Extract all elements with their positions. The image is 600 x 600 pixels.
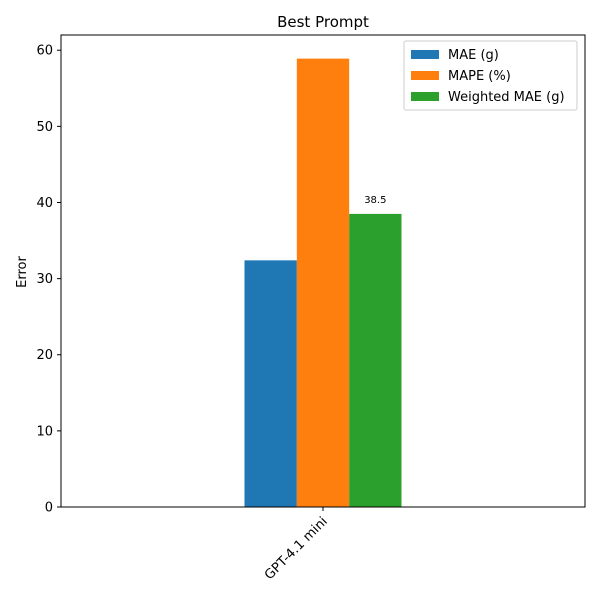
legend-label: Weighted MAE (g) bbox=[448, 90, 565, 105]
data-label: 38.5 bbox=[364, 195, 386, 206]
legend-swatch bbox=[411, 71, 439, 80]
legend-swatch bbox=[411, 50, 439, 59]
legend-label: MAPE (%) bbox=[448, 69, 511, 84]
legend: MAE (g) MAPE (%) Weighted MAE (g) bbox=[403, 40, 578, 111]
y-axis-label: Error bbox=[15, 256, 30, 288]
y-tick-label: 30 bbox=[36, 272, 53, 287]
y-tick-label: 50 bbox=[36, 120, 53, 135]
chart-title: Best Prompt bbox=[277, 13, 369, 31]
plot-frame bbox=[60, 34, 586, 508]
bar-weighted-mae-g bbox=[349, 213, 402, 507]
legend-box bbox=[403, 40, 578, 111]
y-tick-label: 20 bbox=[36, 348, 53, 363]
legend-swatch bbox=[411, 92, 439, 101]
y-tick-label: 60 bbox=[36, 44, 53, 59]
y-tick-label: 40 bbox=[36, 196, 53, 211]
bar-mae-g bbox=[244, 260, 297, 507]
y-tick-label: 10 bbox=[36, 424, 53, 439]
y-tick-label: 0 bbox=[45, 501, 53, 516]
x-tick-label: GPT-4.1 mini bbox=[262, 514, 331, 583]
legend-label: MAE (g) bbox=[448, 48, 499, 63]
bar-mape bbox=[296, 58, 350, 507]
